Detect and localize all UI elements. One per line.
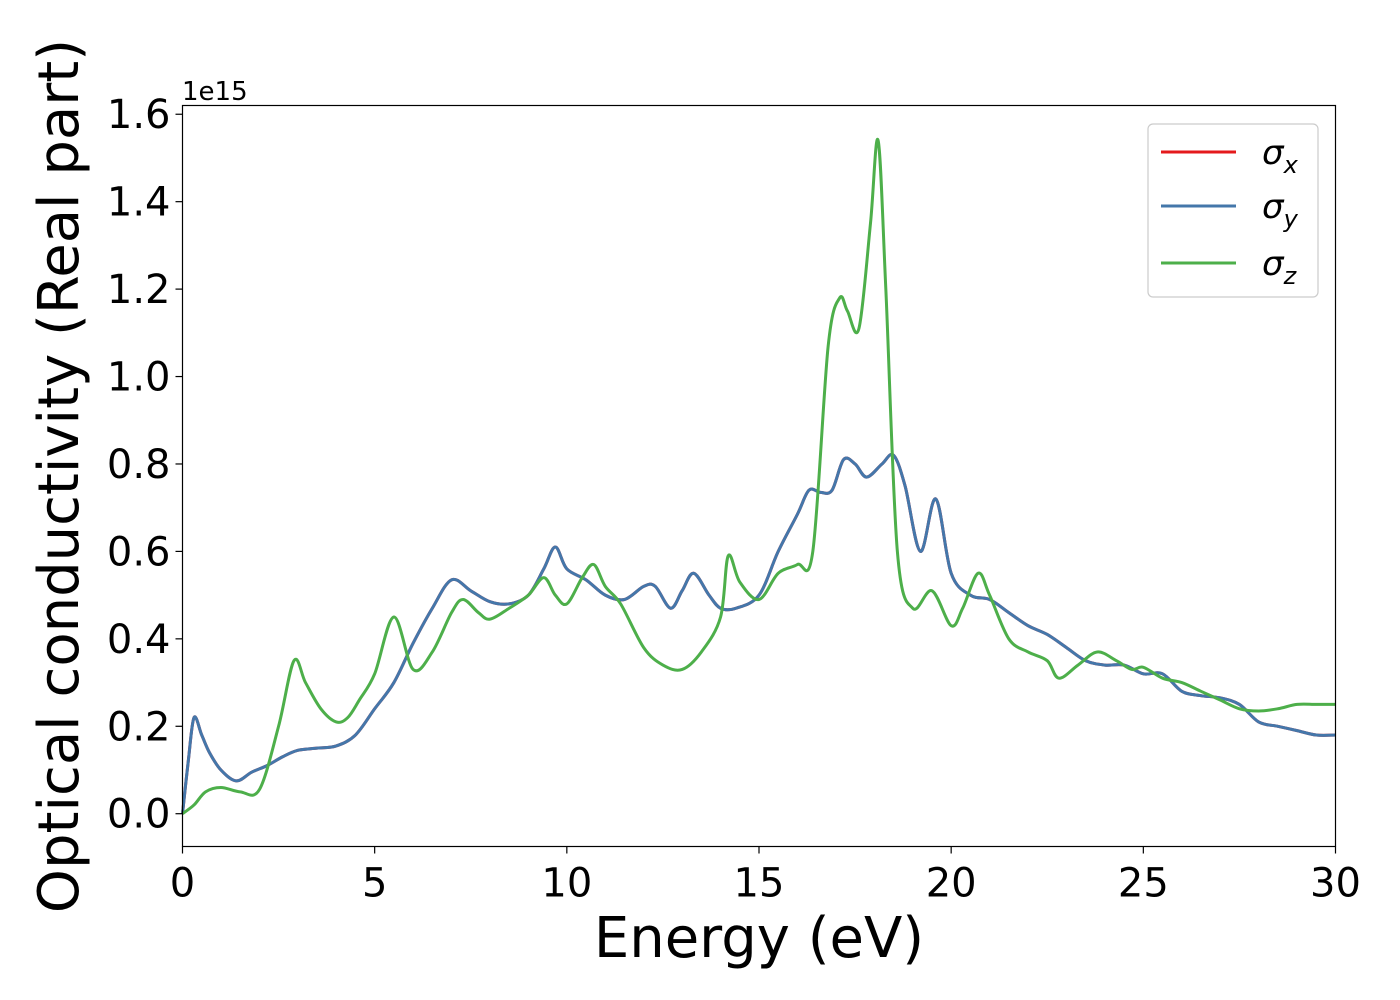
legend-label-sigma-y-base: σ xyxy=(1262,187,1285,227)
legend-label-sigma-x: σx xyxy=(1262,133,1299,179)
x-axis: 0 5 10 15 20 25 30 xyxy=(170,846,1361,907)
series-line-sigma-y xyxy=(181,452,1336,814)
y-tick-label: 0.2 xyxy=(107,704,171,750)
series-line-sigma-z xyxy=(181,137,1336,815)
legend: σx σy σz xyxy=(1147,123,1319,298)
x-axis-label: Energy (eV) xyxy=(594,906,924,971)
legend-label-sigma-x-sub: x xyxy=(1283,151,1299,179)
x-tick-label: 10 xyxy=(541,861,592,907)
y-tick-label: 1.4 xyxy=(107,180,171,226)
legend-label-sigma-z-base: σ xyxy=(1262,244,1285,284)
legend-label-sigma-y-sub: y xyxy=(1283,205,1299,233)
y-tick-label: 0.8 xyxy=(107,442,171,488)
series-layer xyxy=(181,137,1336,815)
y-tick-label: 1.2 xyxy=(107,267,171,313)
y-tick-label: 0.0 xyxy=(107,792,171,838)
legend-box xyxy=(1147,123,1319,298)
legend-label-sigma-y: σy xyxy=(1262,187,1299,233)
y-tick-label: 1.6 xyxy=(107,92,171,138)
x-tick-label: 0 xyxy=(170,861,195,907)
legend-label-sigma-z: σz xyxy=(1262,244,1298,290)
legend-label-sigma-z-sub: z xyxy=(1283,262,1298,290)
plot-area xyxy=(182,105,1336,847)
y-tick-label: 1.0 xyxy=(107,355,171,401)
y-tick-label: 0.4 xyxy=(107,617,171,663)
y-axis-label: Optical conductivity (Real part) xyxy=(27,39,92,913)
x-tick-label: 5 xyxy=(362,861,387,907)
x-tick-label: 20 xyxy=(926,861,977,907)
y-tick-label: 0.6 xyxy=(107,529,171,575)
legend-label-sigma-x-base: σ xyxy=(1262,133,1285,173)
x-tick-label: 30 xyxy=(1310,861,1361,907)
y-offset-label: 1e15 xyxy=(182,77,248,107)
y-axis: 0.0 0.2 0.4 0.6 0.8 1.0 1.2 1.4 1.6 xyxy=(107,92,183,838)
x-tick-label: 25 xyxy=(1118,861,1169,907)
x-tick-label: 15 xyxy=(734,861,785,907)
